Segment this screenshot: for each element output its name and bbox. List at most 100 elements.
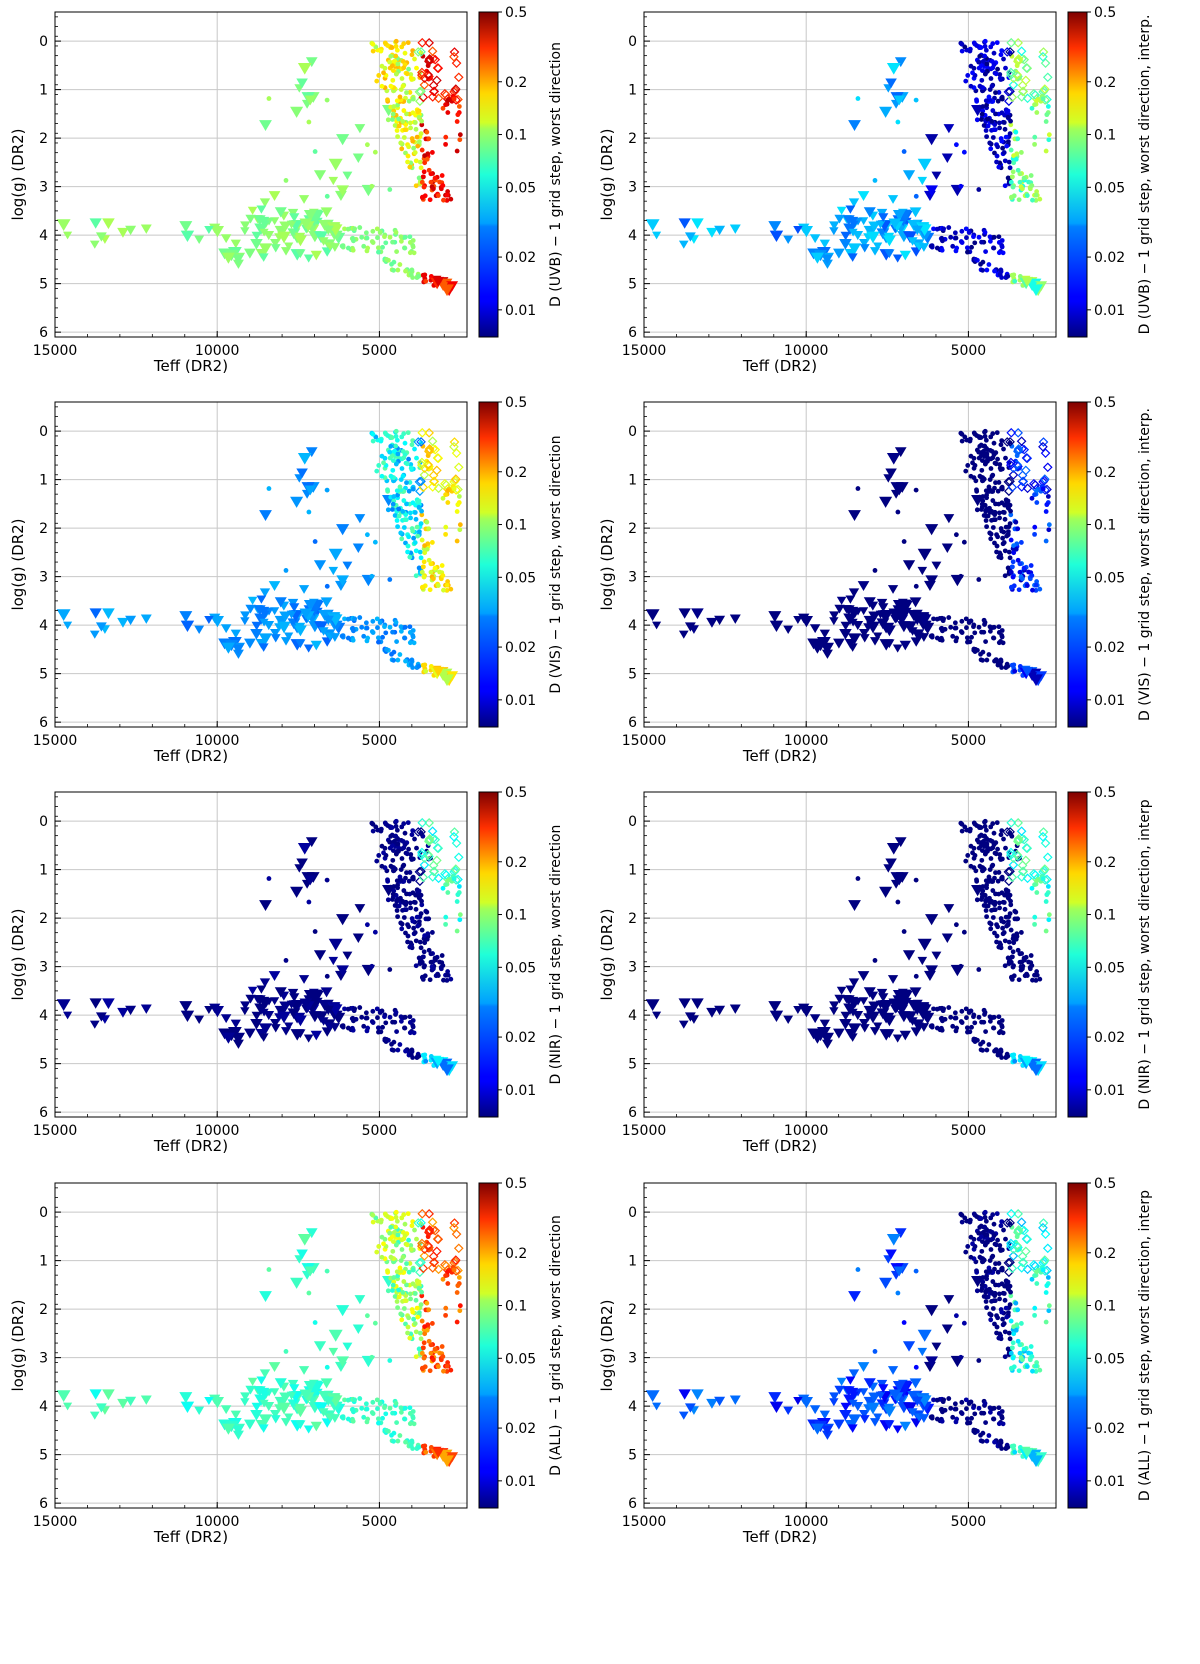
dot-marker bbox=[1037, 976, 1043, 982]
dot-marker bbox=[324, 97, 330, 103]
dot-marker bbox=[982, 71, 988, 77]
triangle-marker bbox=[884, 639, 895, 649]
triangle-marker bbox=[270, 244, 281, 253]
triangle-marker bbox=[440, 1064, 454, 1077]
dot-marker bbox=[997, 1246, 1003, 1252]
dot-marker bbox=[1004, 109, 1010, 115]
dot-marker bbox=[429, 1321, 435, 1326]
dot-marker bbox=[1008, 508, 1013, 514]
triangle-marker bbox=[943, 904, 955, 914]
colorbar-tick-label: 0.02 bbox=[505, 1030, 536, 1046]
dot-marker bbox=[1000, 250, 1006, 256]
dot-marker bbox=[1001, 836, 1006, 842]
dot-marker bbox=[953, 1419, 959, 1425]
diamond-marker bbox=[1013, 834, 1024, 844]
triangle-marker bbox=[204, 1006, 214, 1015]
dot-marker bbox=[426, 557, 432, 563]
triangle-marker bbox=[313, 1341, 327, 1352]
dot-marker bbox=[418, 131, 424, 137]
triangle-marker bbox=[821, 1425, 833, 1436]
dot-marker bbox=[350, 1015, 356, 1021]
triangle-marker bbox=[290, 106, 304, 118]
triangle-marker bbox=[240, 1392, 251, 1402]
dot-marker bbox=[387, 234, 393, 240]
triangle-marker bbox=[117, 227, 129, 238]
dot-marker bbox=[1010, 574, 1016, 580]
dot-marker bbox=[993, 501, 998, 507]
triangle-marker bbox=[859, 628, 870, 638]
triangle-marker bbox=[809, 1405, 821, 1415]
triangle-marker bbox=[857, 1362, 870, 1372]
triangle-marker bbox=[847, 1033, 858, 1042]
dot-marker bbox=[402, 1014, 408, 1020]
dot-marker bbox=[984, 267, 990, 273]
dot-marker bbox=[324, 1268, 330, 1274]
y-tick-label: 6 bbox=[39, 325, 48, 341]
dot-marker bbox=[376, 1244, 382, 1249]
dot-marker bbox=[414, 134, 420, 140]
triangle-marker bbox=[839, 1018, 852, 1030]
dot-marker bbox=[406, 1237, 411, 1243]
diamond-marker bbox=[1008, 470, 1019, 480]
colorbar-tick-label: 0.01 bbox=[505, 1474, 536, 1490]
dot-marker bbox=[1006, 939, 1012, 945]
dot-marker bbox=[370, 1399, 376, 1405]
triangle-marker bbox=[885, 1249, 897, 1260]
dot-marker bbox=[411, 145, 417, 151]
dot-marker bbox=[872, 1349, 878, 1354]
dot-marker bbox=[426, 916, 432, 922]
triangle-marker bbox=[89, 630, 100, 639]
triangle-marker bbox=[259, 120, 272, 131]
triangle-marker bbox=[274, 987, 287, 998]
dot-marker bbox=[997, 1051, 1003, 1057]
dot-marker bbox=[1007, 911, 1013, 917]
dot-marker bbox=[982, 428, 988, 434]
dot-marker bbox=[391, 1430, 397, 1436]
dot-marker bbox=[408, 72, 414, 77]
triangle-marker bbox=[943, 514, 955, 524]
dot-marker bbox=[996, 900, 1002, 906]
triangle-marker bbox=[1021, 1056, 1034, 1067]
diamond-marker bbox=[413, 1218, 424, 1228]
triangle-marker bbox=[259, 1291, 272, 1302]
dot-marker bbox=[382, 820, 388, 826]
dot-marker bbox=[934, 1006, 940, 1012]
colorbar-tick-label: 0.02 bbox=[1094, 250, 1125, 266]
diamond-marker bbox=[1007, 482, 1018, 493]
dot-marker bbox=[984, 492, 989, 498]
axes-frame bbox=[54, 401, 468, 728]
dot-marker bbox=[1008, 959, 1014, 965]
colorbar bbox=[1067, 791, 1088, 1118]
triangle-marker bbox=[313, 170, 327, 181]
triangle-marker bbox=[848, 198, 860, 208]
dot-marker bbox=[952, 1401, 958, 1407]
diamond-marker bbox=[1013, 427, 1023, 438]
diamond-marker bbox=[417, 67, 427, 78]
triangle-marker bbox=[888, 608, 902, 620]
dot-marker bbox=[410, 918, 416, 924]
dot-marker bbox=[985, 116, 991, 122]
dot-marker bbox=[364, 1015, 370, 1021]
dot-marker bbox=[934, 226, 940, 232]
dot-marker bbox=[976, 59, 982, 65]
dot-marker bbox=[994, 933, 1000, 939]
dot-marker bbox=[1001, 930, 1007, 935]
dot-marker bbox=[1005, 1285, 1011, 1291]
dot-marker bbox=[382, 234, 387, 240]
triangle-marker bbox=[879, 1277, 893, 1289]
dot-marker bbox=[1000, 1316, 1006, 1322]
dot-marker bbox=[990, 41, 996, 47]
dot-marker bbox=[345, 635, 351, 641]
dot-marker bbox=[1046, 527, 1052, 533]
dot-marker bbox=[1004, 499, 1010, 505]
dot-marker bbox=[965, 1029, 970, 1035]
dot-marker bbox=[980, 267, 985, 273]
triangle-marker bbox=[879, 886, 893, 898]
dot-marker bbox=[405, 1211, 411, 1217]
triangle-marker bbox=[125, 225, 137, 236]
dot-marker bbox=[410, 634, 416, 640]
dot-marker bbox=[389, 1234, 395, 1240]
dot-marker bbox=[981, 513, 987, 518]
dot-marker bbox=[369, 239, 375, 244]
